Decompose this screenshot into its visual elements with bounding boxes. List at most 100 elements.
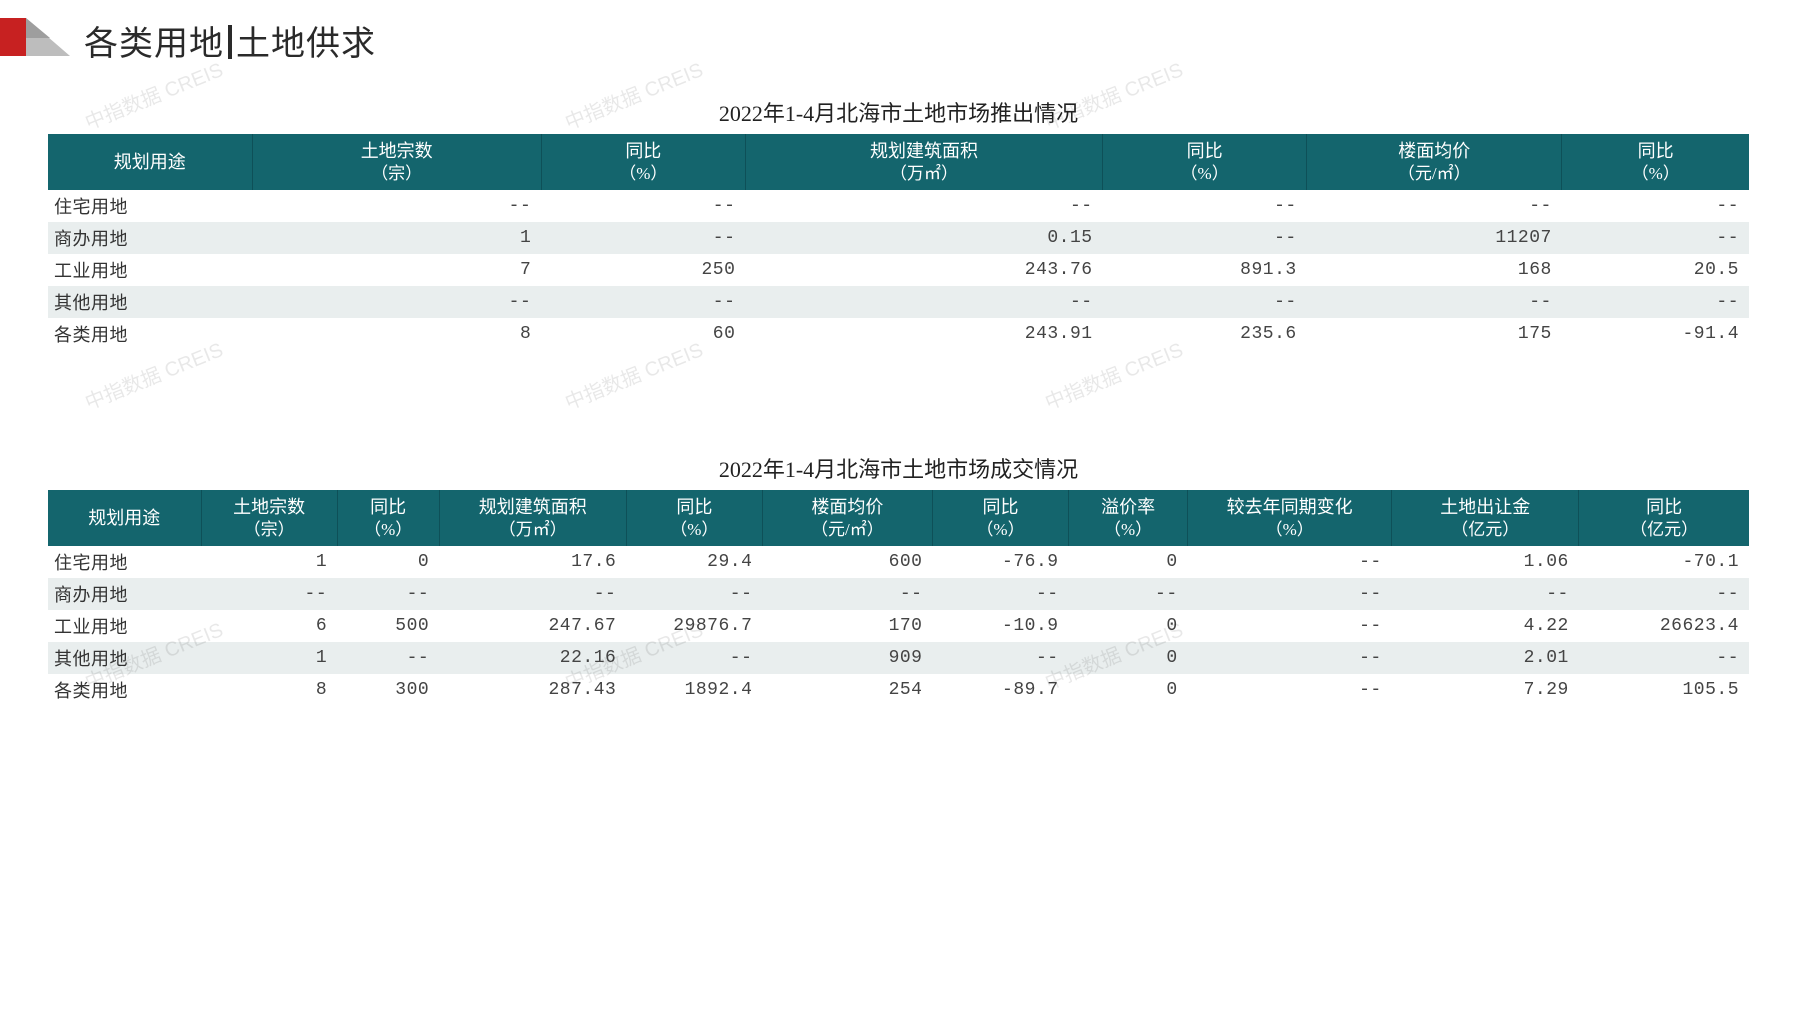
table2-row-label: 住宅用地 (48, 546, 201, 578)
table1-cell: -- (1562, 286, 1749, 318)
table1-header-cell: 土地宗数（宗） (252, 134, 541, 190)
table2-cell: 7.29 (1392, 674, 1579, 706)
table2-cell: 170 (762, 610, 932, 642)
table2-header-cell: 规划用途 (48, 490, 201, 546)
table1-header-sub: （%） (546, 163, 741, 184)
table2-cell: 8 (201, 674, 337, 706)
table1-header-top: 规划用途 (114, 152, 186, 172)
table2-cell: -- (1188, 578, 1392, 610)
table1-cell: 891.3 (1103, 254, 1307, 286)
table1-header-top: 同比 (625, 141, 661, 161)
table2-header-cell: 同比（%） (932, 490, 1068, 546)
table1-cell: -- (745, 190, 1102, 222)
table1-section: 2022年1-4月北海市土地市场推出情况 规划用途土地宗数（宗）同比（%）规划建… (48, 96, 1749, 350)
table1-cell: 243.91 (745, 318, 1102, 350)
table2-header-cell: 楼面均价（元/㎡） (762, 490, 932, 546)
table1-header-cell: 规划用途 (48, 134, 252, 190)
table2-cell: -89.7 (932, 674, 1068, 706)
table1-row: 商办用地1--0.15--11207-- (48, 222, 1749, 254)
table1-header-cell: 同比（%） (1103, 134, 1307, 190)
table2-header-cell: 土地出让金（亿元） (1392, 490, 1579, 546)
table1-cell: -- (1307, 190, 1562, 222)
table2-cell: 1892.4 (626, 674, 762, 706)
table1-header-cell: 同比（%） (541, 134, 745, 190)
table1-cell: -- (745, 286, 1102, 318)
table1-header-sub: （宗） (257, 163, 537, 184)
table2-cell: -- (337, 578, 439, 610)
table2-cell: -- (1188, 642, 1392, 674)
table2-row-label: 其他用地 (48, 642, 201, 674)
table2-cell: 29876.7 (626, 610, 762, 642)
table2: 规划用途土地宗数（宗）同比（%）规划建筑面积（万㎡）同比（%）楼面均价（元/㎡）… (48, 490, 1749, 706)
table2-cell: -76.9 (932, 546, 1068, 578)
table2-header-cell: 同比（%） (337, 490, 439, 546)
table2-cell: 6 (201, 610, 337, 642)
table2-row: 商办用地-------------------- (48, 578, 1749, 610)
table1-cell: -- (541, 286, 745, 318)
header-logo (0, 18, 70, 56)
table2-title: 2022年1-4月北海市土地市场成交情况 (48, 452, 1749, 484)
table2-header-sub: （万㎡） (444, 519, 622, 540)
table2-row-label: 各类用地 (48, 674, 201, 706)
table2-header-top: 土地出让金 (1440, 497, 1530, 517)
table1-cell: 250 (541, 254, 745, 286)
table2-cell: -- (201, 578, 337, 610)
table2-cell: -- (762, 578, 932, 610)
table1-header-cell: 同比（%） (1562, 134, 1749, 190)
table2-section: 2022年1-4月北海市土地市场成交情况 规划用途土地宗数（宗）同比（%）规划建… (48, 452, 1749, 706)
table1-row-label: 住宅用地 (48, 190, 252, 222)
table2-cell: 1.06 (1392, 546, 1579, 578)
table1-cell: 175 (1307, 318, 1562, 350)
table1-header-top: 规划建筑面积 (870, 141, 978, 161)
table2-cell: 17.6 (439, 546, 626, 578)
table2-header-sub: （亿元） (1396, 519, 1574, 540)
title-left: 各类用地 (84, 26, 224, 63)
table2-cell: -- (1069, 578, 1188, 610)
table1-cell: -- (1562, 222, 1749, 254)
table2-header-top: 同比 (983, 497, 1019, 517)
table1-title: 2022年1-4月北海市土地市场推出情况 (48, 96, 1749, 128)
table1-header-top: 楼面均价 (1398, 141, 1470, 161)
table2-cell: 254 (762, 674, 932, 706)
table2-cell: 0 (1069, 642, 1188, 674)
table2-cell: 26623.4 (1579, 610, 1749, 642)
table1-cell: 11207 (1307, 222, 1562, 254)
table2-row: 其他用地1--22.16--909--0--2.01-- (48, 642, 1749, 674)
table2-cell: 1 (201, 642, 337, 674)
table2-row: 住宅用地1017.629.4600-76.90--1.06-70.1 (48, 546, 1749, 578)
table1-row: 住宅用地------------ (48, 190, 1749, 222)
table1-row-label: 各类用地 (48, 318, 252, 350)
table1-header-row: 规划用途土地宗数（宗）同比（%）规划建筑面积（万㎡）同比（%）楼面均价（元/㎡）… (48, 134, 1749, 190)
table2-header-top: 同比 (1646, 497, 1682, 517)
table2-cell: 500 (337, 610, 439, 642)
table2-cell: -- (1188, 546, 1392, 578)
table1-row-label: 商办用地 (48, 222, 252, 254)
table2-row: 各类用地8300287.431892.4254-89.70--7.29105.5 (48, 674, 1749, 706)
table1-header-top: 土地宗数 (361, 141, 433, 161)
table1-cell: 1 (252, 222, 541, 254)
table1-row-label: 工业用地 (48, 254, 252, 286)
table2-row-label: 工业用地 (48, 610, 201, 642)
table2-cell: 0 (1069, 610, 1188, 642)
table2-header-cell: 同比（亿元） (1579, 490, 1749, 546)
table2-header-row: 规划用途土地宗数（宗）同比（%）规划建筑面积（万㎡）同比（%）楼面均价（元/㎡）… (48, 490, 1749, 546)
table2-header-cell: 规划建筑面积（万㎡） (439, 490, 626, 546)
table2-header-top: 楼面均价 (811, 497, 883, 517)
table1-header-cell: 规划建筑面积（万㎡） (745, 134, 1102, 190)
table1-cell: 243.76 (745, 254, 1102, 286)
table1-row: 其他用地------------ (48, 286, 1749, 318)
table2-cell: -- (439, 578, 626, 610)
table2-cell: 909 (762, 642, 932, 674)
table2-header-sub: （%） (937, 519, 1064, 540)
table1-header-sub: （%） (1566, 163, 1745, 184)
table1-cell: 7 (252, 254, 541, 286)
table2-row-label: 商办用地 (48, 578, 201, 610)
table2-header-sub: （%） (1192, 519, 1387, 540)
table2-cell: -- (1579, 642, 1749, 674)
table2-header-cell: 同比（%） (626, 490, 762, 546)
table2-header-cell: 较去年同期变化（%） (1188, 490, 1392, 546)
table2-cell: -- (932, 642, 1068, 674)
table2-cell: -- (337, 642, 439, 674)
table1-row-label: 其他用地 (48, 286, 252, 318)
table2-cell: 2.01 (1392, 642, 1579, 674)
